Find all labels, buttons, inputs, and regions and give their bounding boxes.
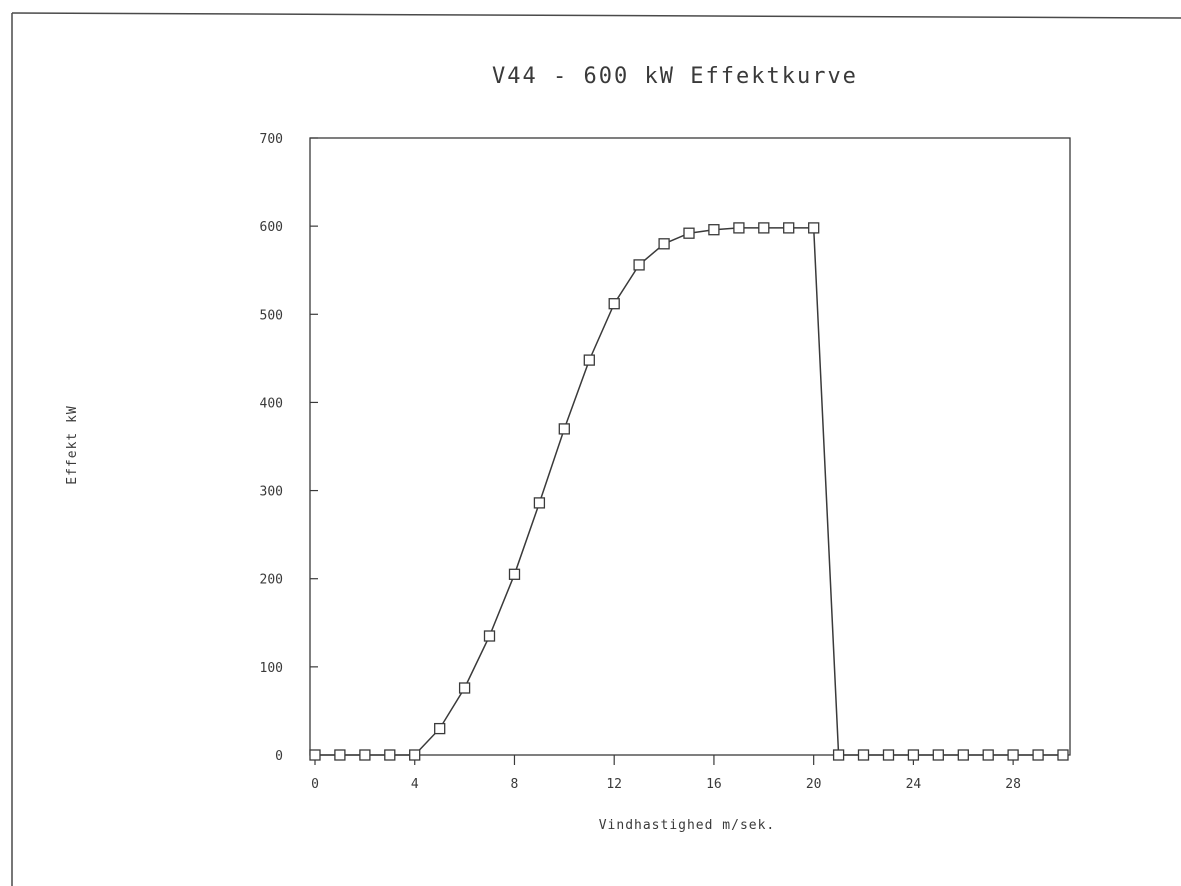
data-point [832, 749, 845, 761]
x-tick-label: 4 [411, 777, 419, 792]
data-point [409, 749, 421, 761]
data-point [608, 298, 620, 310]
data-point [533, 497, 546, 509]
x-tick-label: 24 [906, 777, 922, 792]
data-point [708, 224, 720, 236]
y-tick-label: 700 [260, 132, 283, 147]
data-point [458, 682, 471, 694]
data-point [334, 749, 346, 761]
y-tick-label: 500 [260, 308, 283, 323]
y-tick-label: 100 [260, 661, 283, 676]
x-tick-label: 28 [1005, 777, 1021, 792]
data-point [508, 568, 521, 580]
x-tick-label: 0 [311, 777, 319, 792]
data-point [733, 222, 745, 234]
y-tick-label: 400 [260, 396, 283, 411]
data-point [633, 259, 645, 271]
y-tick-label: 600 [260, 220, 283, 235]
plot-frame [309, 137, 1071, 756]
x-tick-label: 12 [606, 777, 622, 792]
data-point [783, 222, 795, 234]
x-tick-label: 20 [806, 777, 822, 792]
data-point [857, 749, 870, 761]
y-axis-label: Effekt kW [65, 405, 80, 484]
data-point [808, 222, 820, 234]
data-point [758, 222, 770, 234]
y-axis: 0 100 200 300 400 500 600 700 [260, 132, 318, 764]
series-line [315, 227, 1063, 756]
series-power-curve [309, 222, 1069, 761]
data-point [982, 749, 994, 761]
data-point [932, 749, 944, 761]
chart-title: V44 - 600 kW Effektkurve [492, 64, 858, 89]
page-border-top [11, 12, 1181, 19]
x-tick-label: 16 [706, 777, 722, 792]
data-point [309, 749, 321, 761]
data-point [1057, 749, 1069, 761]
data-point [558, 423, 570, 435]
data-point [434, 722, 446, 735]
x-axis-label: Vindhastighed m/sek. [599, 818, 776, 833]
data-point [583, 354, 595, 366]
data-point [1032, 749, 1044, 761]
data-point [1007, 749, 1019, 761]
y-tick-label: 200 [260, 573, 283, 588]
y-tick-label: 0 [275, 749, 283, 764]
x-tick-label: 8 [511, 777, 519, 792]
y-tick-label: 300 [260, 485, 283, 500]
data-point [683, 227, 695, 239]
data-point [658, 238, 670, 250]
data-point [957, 749, 969, 761]
data-point [882, 749, 895, 761]
data-point [907, 749, 920, 761]
data-point [384, 749, 396, 761]
data-point [483, 630, 496, 642]
data-point [359, 749, 371, 761]
